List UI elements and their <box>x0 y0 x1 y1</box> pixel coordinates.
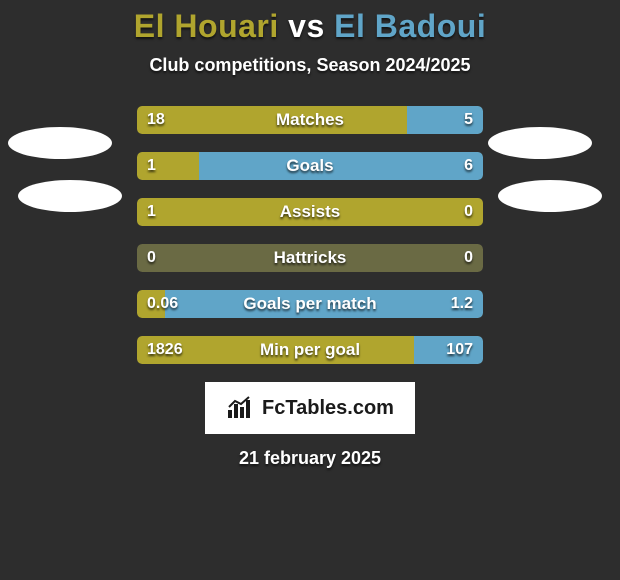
bar-fill-left <box>137 106 407 134</box>
avatar-placeholder <box>488 127 592 159</box>
avatar-placeholder <box>8 127 112 159</box>
vs-label: vs <box>288 8 325 44</box>
stat-row: 1Assists0 <box>137 198 483 226</box>
player1-name: El Houari <box>134 8 279 44</box>
bar-fill-right <box>407 106 483 134</box>
stats-area: 18Matches5 1Goals6 1Assists0 0Hattricks0 0.0… <box>0 106 620 364</box>
bar-chart-icon <box>226 396 254 420</box>
avatar-placeholder <box>18 180 122 212</box>
stat-row: 1Goals6 <box>137 152 483 180</box>
bar-fill-right <box>165 290 483 318</box>
player2-name: El Badoui <box>334 8 486 44</box>
bar-fill-left <box>137 198 483 226</box>
avatar-placeholder <box>498 180 602 212</box>
stat-row: 1826Min per goal107 <box>137 336 483 364</box>
bar-track <box>137 244 483 272</box>
comparison-bars: 18Matches5 1Goals6 1Assists0 0Hattricks0 0.0… <box>137 106 483 364</box>
bar-fill-right <box>199 152 483 180</box>
comparison-title: El Houari vs El Badoui <box>0 0 620 45</box>
stat-row: 0Hattricks0 <box>137 244 483 272</box>
bar-fill-left <box>137 152 199 180</box>
bar-fill-left <box>137 290 165 318</box>
stat-row: 18Matches5 <box>137 106 483 134</box>
subtitle: Club competitions, Season 2024/2025 <box>0 55 620 76</box>
date-label: 21 february 2025 <box>0 448 620 469</box>
bar-fill-right <box>414 336 483 364</box>
logo-text: FcTables.com <box>262 397 394 420</box>
stat-row: 0.06Goals per match1.2 <box>137 290 483 318</box>
bar-fill-left <box>137 336 414 364</box>
fctables-logo: FcTables.com <box>205 382 415 434</box>
